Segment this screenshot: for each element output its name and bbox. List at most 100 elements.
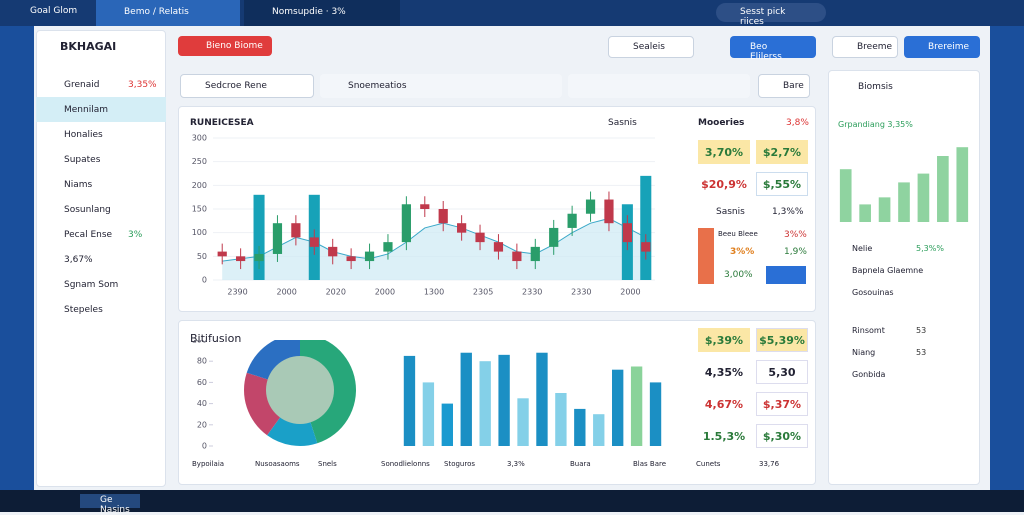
right-tab[interactable]: Breeme <box>832 36 898 58</box>
bar <box>536 352 548 446</box>
candle <box>383 242 393 252</box>
nav-label: Sgnam Som <box>64 280 119 290</box>
left-rail <box>0 26 34 490</box>
bar <box>640 175 652 280</box>
nav-item[interactable]: Honalies <box>36 122 166 147</box>
bar <box>878 197 891 222</box>
bar <box>859 204 871 222</box>
task[interactable]: Ge Nasins <box>80 494 140 515</box>
box-value: 3%% <box>730 247 755 257</box>
bar <box>441 403 453 446</box>
label: Sealeis <box>633 42 665 52</box>
distribution-charts: 0 20 40 60 80 100 <box>192 340 662 450</box>
legend-entry: 3,3% <box>507 460 525 468</box>
search-pill[interactable]: Sesst pick riices <box>716 3 826 27</box>
stat: 4,67% <box>704 397 744 411</box>
x-tick-label: 2330 <box>522 288 542 297</box>
legend-entry: Cunets <box>696 460 721 468</box>
tab[interactable]: Bemo / Relatis <box>96 0 240 26</box>
stat: 3,70% <box>698 140 750 164</box>
nav-label: Niams <box>64 180 93 190</box>
stat: $5,39% <box>756 328 808 352</box>
tab[interactable]: Nomsupdie · 3% <box>244 0 400 26</box>
box-label: Beeu Bleee <box>718 230 758 238</box>
row-value: 1,3%% <box>772 207 804 217</box>
candle <box>549 227 559 247</box>
nav-value: 3% <box>128 230 143 240</box>
filter-field[interactable] <box>568 74 750 98</box>
legend-entry: 33,76 <box>759 460 780 468</box>
header-action[interactable]: Beo Elilerss <box>730 36 816 62</box>
tab[interactable]: Goal Glom <box>30 6 78 16</box>
candle <box>457 223 467 233</box>
header-search[interactable]: Sealeis <box>608 36 694 58</box>
nav-value: 3,35% <box>128 80 157 90</box>
nav-item[interactable]: Mennilam <box>36 97 166 122</box>
bar <box>839 169 852 222</box>
filter-button[interactable]: Bare <box>758 74 810 98</box>
panel-value: 53 <box>916 326 927 335</box>
bar <box>649 382 662 446</box>
panel-label: Gosouinas <box>852 288 894 297</box>
area-line <box>222 217 647 262</box>
panel-label: Rinsomt <box>852 326 885 335</box>
tool[interactable]: Sasnis <box>608 118 637 128</box>
bar <box>630 366 643 446</box>
legend-entry: Nusoasaoms <box>255 460 300 468</box>
nav-label: Grenaid <box>64 80 100 90</box>
side-title: Mooeries <box>698 118 745 128</box>
x-tick-label: 2305 <box>473 288 493 297</box>
bar <box>593 414 605 446</box>
x-tick-label: 2000 <box>375 288 395 297</box>
nav-item[interactable]: Sosunlang <box>36 197 166 222</box>
x-tick-label: 2330 <box>571 288 591 297</box>
y-tick-label: 150 <box>192 205 207 214</box>
brand: BKHAGAI <box>60 40 117 53</box>
box-button[interactable] <box>766 266 806 284</box>
taskbar: Ge Nasins <box>0 490 1024 515</box>
bar <box>898 182 910 222</box>
nav-item[interactable]: Grenaid 3,35% <box>36 72 166 97</box>
x-tick-label: 2020 <box>326 288 346 297</box>
candle <box>530 246 540 262</box>
header-button[interactable]: Bieno Biome <box>178 36 272 56</box>
nav-item[interactable]: Pecal Ense 3% <box>36 222 166 247</box>
candle <box>346 256 356 262</box>
bar <box>498 354 510 446</box>
x-tick-label: 2000 <box>620 288 640 297</box>
nav-item[interactable]: Sgnam Som <box>36 272 166 297</box>
candle <box>622 223 632 243</box>
nav-item[interactable]: Supates <box>36 147 166 172</box>
panel-title: Biomsis <box>858 82 893 92</box>
candle <box>217 251 227 257</box>
area <box>222 218 646 280</box>
box-value: 3,00% <box>724 270 753 280</box>
candle <box>475 232 485 243</box>
bar <box>612 369 624 446</box>
candle <box>585 199 596 214</box>
y-tick-label: 100 <box>192 340 207 345</box>
box-value: 3%% <box>784 230 807 240</box>
nav-item[interactable]: Niams <box>36 172 166 197</box>
pie-hole <box>266 356 334 424</box>
box-value: 1,9% <box>784 247 807 257</box>
candle <box>604 199 614 224</box>
legend-entry: Stoguros <box>444 460 476 468</box>
card-title: Bitifusion <box>190 332 242 345</box>
y-tick-label: 40 <box>197 399 207 408</box>
candle <box>420 204 430 209</box>
candle <box>438 209 448 224</box>
stat: $2,7% <box>756 140 808 164</box>
filter-select[interactable]: Sedcroe Rene <box>180 74 314 98</box>
candle <box>254 253 264 262</box>
nav-item[interactable]: Stepeles <box>36 297 166 322</box>
right-action[interactable]: Brereime <box>904 36 980 58</box>
nav-item[interactable]: 3,67% <box>36 247 166 272</box>
bar <box>479 361 491 446</box>
candle <box>512 251 522 262</box>
x-tick-label: 1300 <box>424 288 444 297</box>
filter-search[interactable]: Snoemeatios <box>320 74 562 98</box>
legend-entry: Snels <box>318 460 337 468</box>
panel-value: 53 <box>916 348 927 357</box>
